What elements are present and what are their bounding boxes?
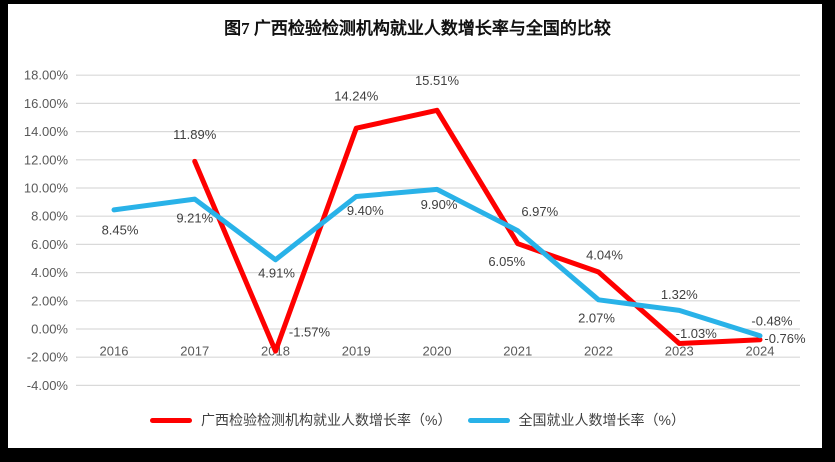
y-axis-tick-label: 10.00%: [24, 181, 69, 196]
x-axis-tick-label: 2017: [180, 344, 209, 359]
chart-title: 图7 广西检验检测机构就业人数增长率与全国的比较: [224, 19, 611, 38]
y-axis-tick-label: 16.00%: [24, 96, 69, 111]
data-point-label: 4.04%: [586, 248, 623, 263]
y-axis-tick-label: 4.00%: [31, 265, 68, 280]
x-axis-tick-label: 2016: [100, 344, 129, 359]
data-point-label: -1.03%: [676, 326, 718, 341]
blue-line-swatch-icon: [467, 417, 510, 423]
data-point-label: -0.48%: [751, 313, 793, 328]
plot-background: [8, 4, 822, 448]
x-axis-tick-label: 2022: [584, 344, 613, 359]
national-growth-line: [111, 186, 763, 339]
red-line-swatch-icon: [150, 417, 193, 423]
data-point-label: 1.32%: [661, 287, 698, 302]
data-point-label: 6.97%: [521, 204, 558, 219]
y-axis-tick-label: 12.00%: [24, 152, 69, 167]
data-point-label: 2.07%: [578, 310, 615, 325]
y-axis-tick-label: 18.00%: [24, 68, 69, 83]
y-axis-tick-label: 2.00%: [31, 293, 68, 308]
data-point-label: 9.21%: [176, 211, 213, 226]
x-axis-tick-label: 2023: [665, 344, 694, 359]
data-point-label: 8.45%: [102, 222, 139, 237]
x-axis-tick-label: 2024: [746, 344, 775, 359]
data-point-label: 9.40%: [347, 203, 384, 218]
data-point-label: 9.90%: [421, 197, 458, 212]
data-point-label: -1.57%: [289, 325, 331, 340]
data-point-label: -0.76%: [764, 331, 806, 346]
y-axis-tick-label: 14.00%: [24, 124, 69, 139]
y-axis-tick-label: 6.00%: [31, 237, 68, 252]
data-point-label: 4.91%: [258, 265, 295, 280]
data-point-label: 14.24%: [334, 89, 379, 104]
y-axis-tick-label: 0.00%: [31, 322, 68, 337]
legend-label-national: 全国就业人数增长率（%）: [518, 412, 685, 428]
data-point-label: 6.05%: [488, 254, 525, 269]
y-axis-tick-label: 8.00%: [31, 209, 68, 224]
legend-label-guangxi: 广西检验检测机构就业人数增长率（%）: [201, 412, 452, 428]
y-axis-tick-label: -4.00%: [27, 378, 69, 393]
chart-legend: 广西检验检测机构就业人数增长率（%） 全国就业人数增长率（%）: [0, 410, 835, 430]
legend-item-national: 全国就业人数增长率（%）: [467, 410, 685, 430]
legend-item-guangxi: 广西检验检测机构就业人数增长率（%）: [150, 410, 452, 430]
data-point-label: 11.89%: [173, 127, 217, 142]
data-point-label: 15.51%: [415, 73, 460, 88]
x-axis-tick-label: 2021: [503, 344, 532, 359]
x-axis-tick-label: 2019: [342, 344, 371, 359]
guangxi-growth-line: [192, 107, 763, 354]
x-axis-tick-label: 2020: [423, 344, 452, 359]
y-axis-tick-label: -2.00%: [27, 350, 69, 365]
